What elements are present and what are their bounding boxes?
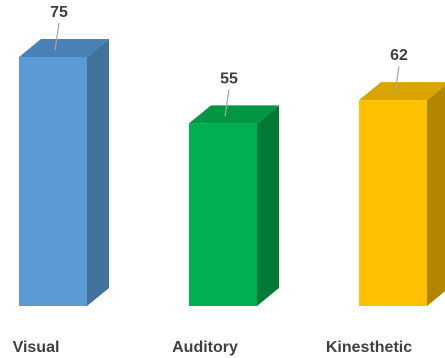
value-label-auditory: 55 <box>220 70 238 87</box>
bar-kinesthetic-side <box>427 85 445 306</box>
bar-auditory-top <box>189 105 279 124</box>
bar-visual-side <box>87 39 109 306</box>
bar-visual-top <box>19 39 109 57</box>
bar-kinesthetic <box>359 100 427 306</box>
category-label-visual: Visual <box>13 339 60 356</box>
category-labels-group: Visual Auditory Kinesthetic <box>13 339 413 356</box>
value-labels-group: 75 55 62 <box>50 4 408 117</box>
value-label-visual: 75 <box>50 4 68 21</box>
bar-auditory-side <box>257 105 279 307</box>
bar-kinesthetic-top <box>359 82 445 101</box>
value-label-kinesthetic: 62 <box>390 47 408 64</box>
bar-auditory <box>189 123 257 307</box>
bar-visual <box>19 57 87 306</box>
leader-line-kinesthetic <box>394 66 400 94</box>
leader-line-visual <box>54 22 60 51</box>
bars-group <box>19 39 445 307</box>
leader-line-auditory <box>224 89 230 117</box>
category-label-kinesthetic: Kinesthetic <box>326 339 412 356</box>
category-label-auditory: Auditory <box>172 339 238 356</box>
